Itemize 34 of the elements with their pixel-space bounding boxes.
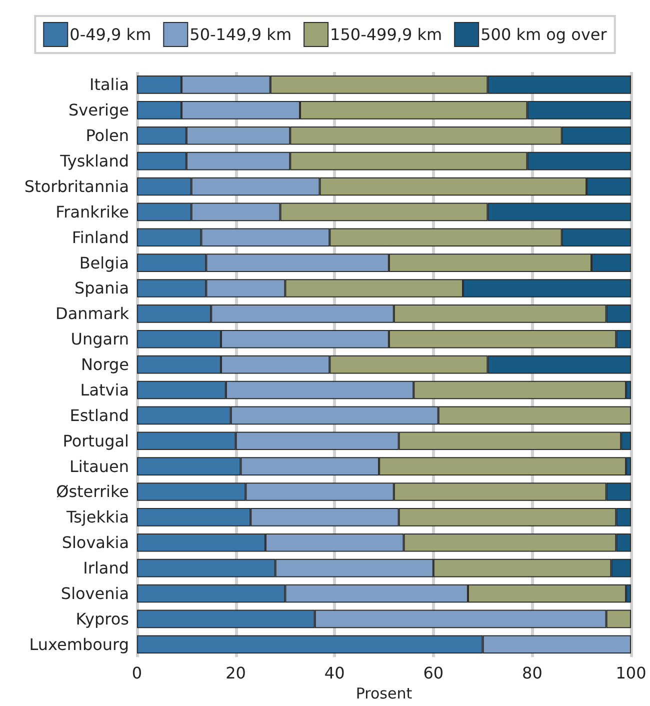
y-tick-label: Sverige bbox=[68, 100, 129, 120]
legend-label: 50-149,9 km bbox=[190, 25, 292, 44]
y-tick-label: Litauen bbox=[69, 456, 129, 476]
x-axis-title: Prosent bbox=[356, 684, 412, 702]
y-tick-label: Frankrike bbox=[56, 202, 129, 222]
x-tick-label: 20 bbox=[226, 664, 246, 683]
y-tick-label: Polen bbox=[86, 126, 129, 146]
y-tick-label: Slovakia bbox=[62, 533, 129, 552]
y-tick-label: Norge bbox=[80, 355, 129, 374]
y-tick-label: Latvia bbox=[80, 380, 129, 400]
x-tick-label: 80 bbox=[522, 664, 542, 683]
y-tick-label: Irland bbox=[83, 558, 129, 578]
y-tick-label: Luxembourg bbox=[29, 634, 129, 654]
y-tick-label: Storbritannia bbox=[24, 176, 129, 196]
x-tick-label: 60 bbox=[423, 664, 444, 683]
y-tick-label: Danmark bbox=[56, 304, 130, 324]
x-tick-label: 100 bbox=[616, 664, 646, 683]
y-tick-label: Slovenia bbox=[60, 584, 129, 603]
y-tick-label: Østerrike bbox=[56, 482, 129, 502]
y-tick-label: Spania bbox=[74, 278, 129, 298]
legend-label: 0-49,9 km bbox=[70, 25, 152, 44]
y-tick-label: Tyskland bbox=[59, 152, 129, 171]
x-tick-label: 40 bbox=[324, 664, 345, 683]
x-tick-label: 0 bbox=[132, 664, 142, 683]
y-tick-label: Belgia bbox=[79, 253, 129, 272]
y-tick-label: Ungarn bbox=[70, 330, 129, 349]
legend-label: 150-499,9 km bbox=[330, 25, 442, 44]
y-tick-label: Portugal bbox=[62, 431, 129, 450]
legend-label: 500 km og over bbox=[480, 25, 608, 44]
y-tick-label: Italia bbox=[90, 75, 129, 94]
y-tick-label: Finland bbox=[72, 228, 129, 247]
y-tick-label: Kypros bbox=[76, 609, 129, 628]
y-tick-label: Tsjekkia bbox=[65, 508, 129, 527]
y-tick-label: Estland bbox=[70, 406, 129, 425]
